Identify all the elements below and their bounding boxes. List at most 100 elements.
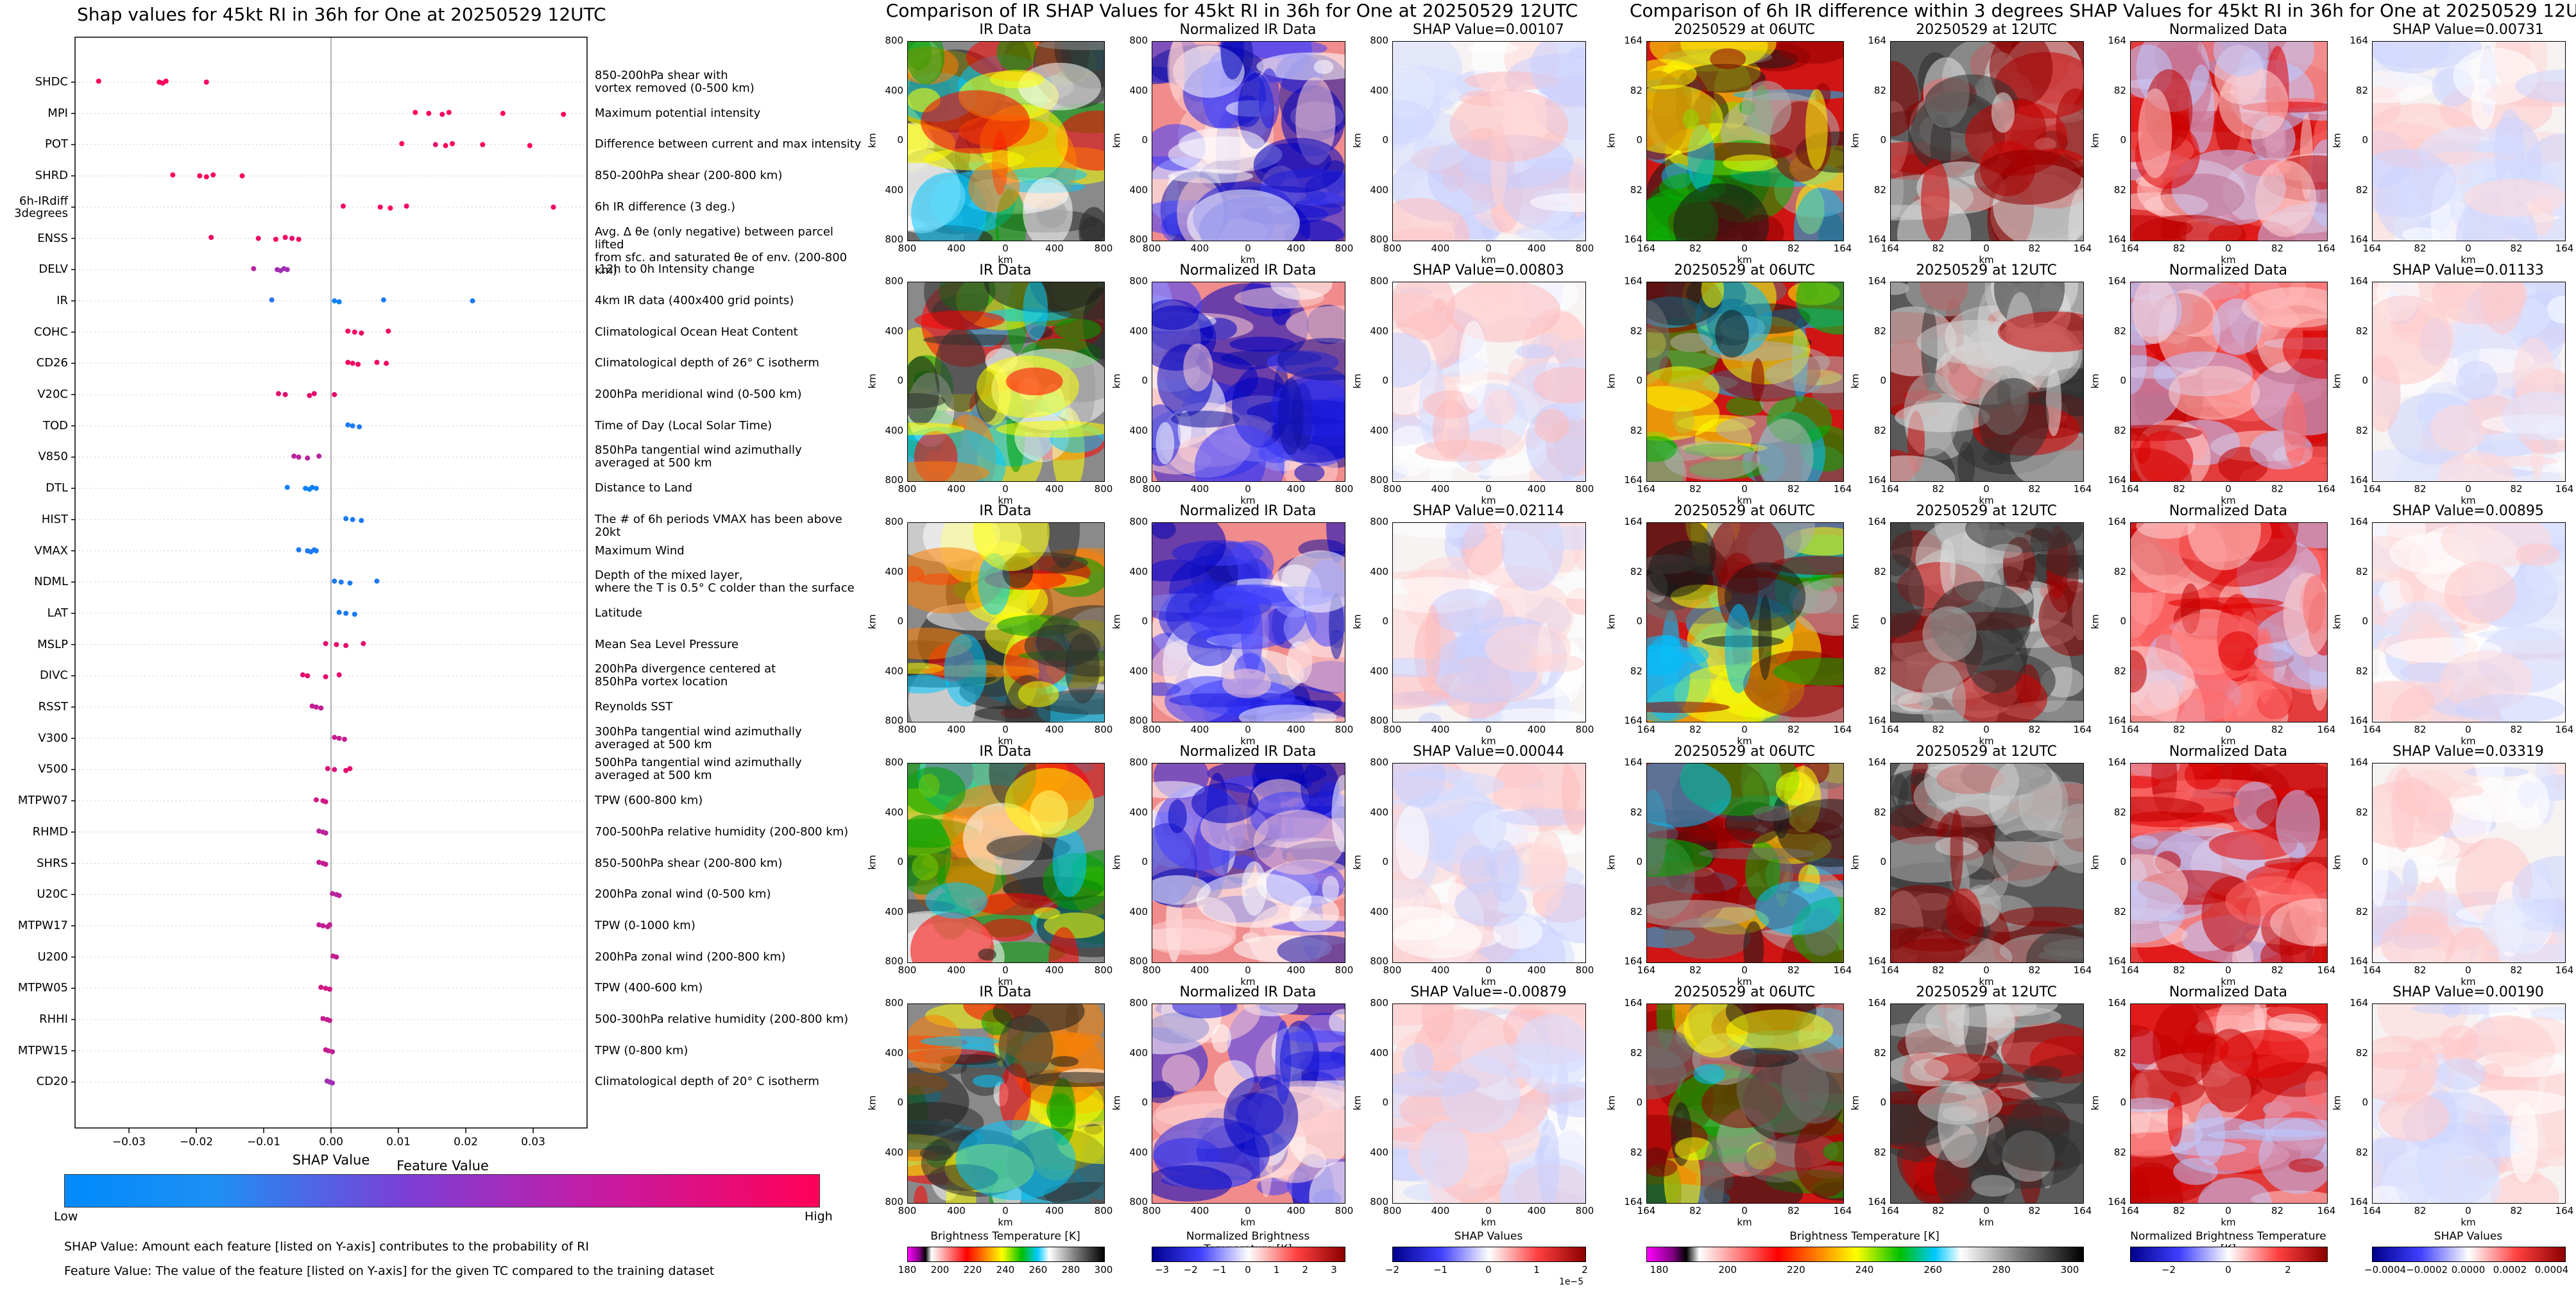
feature-value-note: Feature Value: The value of the feature … bbox=[64, 1264, 715, 1278]
x-tick-label: 800 bbox=[1094, 964, 1113, 976]
image-texture bbox=[1258, 68, 1280, 129]
shap-point bbox=[377, 204, 383, 210]
x-tick-label: 0 bbox=[1002, 1205, 1009, 1216]
feature-description: Climatological depth of 20° C isotherm bbox=[595, 1075, 819, 1089]
image-texture bbox=[986, 835, 1071, 861]
panel-shap bbox=[1392, 282, 1586, 482]
image-texture bbox=[1283, 1051, 1345, 1071]
colorbar-tick-label: −0.0004 bbox=[2364, 1264, 2407, 1276]
x-axis-label: km bbox=[2461, 976, 2476, 987]
image-texture bbox=[2495, 109, 2525, 196]
y-axis-label: km bbox=[866, 373, 878, 389]
x-tick-label: 164 bbox=[2120, 483, 2140, 495]
image-texture bbox=[2436, 1058, 2486, 1090]
shap-point bbox=[303, 486, 309, 491]
panel-norm bbox=[1152, 1003, 1345, 1204]
image-texture bbox=[1241, 593, 1263, 674]
colorbar bbox=[2130, 1247, 2328, 1262]
x-axis-label: km bbox=[1240, 976, 1256, 987]
feature-description: TPW (0-1000 km) bbox=[595, 918, 695, 932]
y-tick-label: 164 bbox=[2350, 516, 2368, 527]
image-texture bbox=[2131, 880, 2185, 944]
image-texture bbox=[1647, 828, 1761, 842]
feature-description: Difference between current and max inten… bbox=[595, 137, 862, 151]
x-axis-label: km bbox=[2221, 1216, 2236, 1228]
shap-point bbox=[307, 393, 312, 398]
feature-label: V300 bbox=[38, 731, 68, 745]
image-texture bbox=[1978, 378, 2049, 463]
image-texture bbox=[2432, 282, 2528, 325]
shap-point bbox=[291, 453, 297, 459]
y-axis-label: km bbox=[2331, 614, 2343, 629]
y-tick-label: 400 bbox=[1370, 424, 1388, 436]
y-tick-label: 0 bbox=[1636, 134, 1642, 146]
beeswarm-title: Shap values for 45kt RI in 36h for One a… bbox=[77, 4, 606, 25]
feature-value-colorbar bbox=[64, 1174, 820, 1208]
image-texture bbox=[1538, 1119, 1560, 1203]
shap-point bbox=[316, 453, 322, 459]
x-tick-label: 82 bbox=[2510, 1205, 2523, 1216]
shap-point bbox=[209, 235, 214, 240]
image-texture bbox=[1393, 282, 1456, 340]
y-axis-label: km bbox=[1351, 373, 1363, 389]
image-texture bbox=[1253, 137, 1345, 193]
shap-point bbox=[399, 141, 405, 146]
y-axis-label: km bbox=[1111, 133, 1123, 148]
panel-norm bbox=[1152, 522, 1345, 722]
colorbar-tick-label: 0.0002 bbox=[2493, 1264, 2527, 1276]
shap-point bbox=[316, 828, 322, 834]
colorbar-label: SHAP Values bbox=[2434, 1230, 2503, 1243]
x-tick-label: 800 bbox=[1383, 964, 1402, 976]
x-tick-label: 82 bbox=[2172, 483, 2186, 495]
y-tick-label: 82 bbox=[1873, 565, 1886, 577]
y-tick-label: 0 bbox=[1141, 134, 1148, 146]
y-tick-label: 0 bbox=[1141, 1097, 1148, 1108]
y-tick-label: 164 bbox=[1624, 997, 1642, 1009]
feature-label: MTPW05 bbox=[17, 981, 68, 995]
panel-title: 20250529 at 06UTC bbox=[1674, 984, 1815, 1000]
x-tick-label: 164 bbox=[1833, 964, 1852, 976]
y-tick-label: 82 bbox=[2355, 565, 2368, 577]
shap-point bbox=[330, 1080, 336, 1086]
shap-point bbox=[330, 1049, 336, 1055]
shap-point bbox=[203, 80, 209, 85]
x-tick-label: 164 bbox=[1881, 964, 1900, 976]
shap-point bbox=[273, 237, 278, 242]
y-tick-label: 400 bbox=[1370, 565, 1388, 577]
shap-point bbox=[342, 737, 347, 742]
panel-norm-image bbox=[1152, 282, 1345, 481]
image-texture bbox=[1891, 804, 1928, 828]
image-texture bbox=[1999, 907, 2083, 927]
colorbar-tick-label: 300 bbox=[2060, 1264, 2079, 1276]
image-texture bbox=[1393, 764, 1446, 808]
feature-label: POT bbox=[44, 137, 68, 151]
feature-label: SHRS bbox=[37, 856, 68, 870]
y-tick-label: 800 bbox=[1370, 715, 1388, 726]
image-texture bbox=[1647, 366, 1719, 412]
shap-point bbox=[350, 423, 355, 429]
x-tick-label: 164 bbox=[1637, 964, 1656, 976]
x-tick-label: 82 bbox=[1787, 243, 1800, 254]
shap-point bbox=[334, 954, 339, 960]
y-tick-label: 164 bbox=[1868, 756, 1886, 768]
image-texture bbox=[911, 172, 987, 241]
y-axis-label: km bbox=[1111, 614, 1123, 629]
image-texture bbox=[1466, 461, 1482, 474]
x-axis-label: km bbox=[1737, 495, 1752, 506]
colorbar-tick-label: 280 bbox=[1061, 1264, 1080, 1276]
x-tick-label: 800 bbox=[1383, 1205, 1402, 1216]
image-texture bbox=[1301, 764, 1340, 815]
image-texture bbox=[944, 634, 987, 707]
y-tick-label: 82 bbox=[1630, 325, 1642, 337]
y-tick-label: 82 bbox=[2355, 806, 2368, 818]
feature-label: RHHI bbox=[39, 1012, 68, 1026]
x-tick-label: 400 bbox=[947, 964, 966, 976]
y-tick-label: 164 bbox=[2350, 955, 2368, 967]
image-texture bbox=[2239, 1117, 2327, 1138]
x-axis-label: SHAP Value bbox=[292, 1152, 370, 1168]
image-texture bbox=[1945, 1005, 2061, 1029]
image-texture bbox=[1393, 332, 1431, 388]
x-tick-label: 164 bbox=[2555, 483, 2574, 495]
feature-description: 850-500hPa shear (200-800 km) bbox=[595, 856, 783, 870]
image-texture bbox=[1910, 1059, 1949, 1082]
